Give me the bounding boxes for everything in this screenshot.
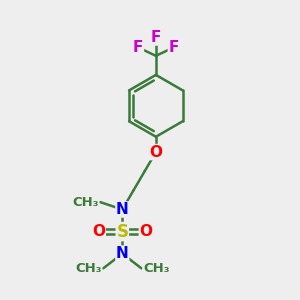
Text: F: F xyxy=(133,40,143,55)
Text: O: O xyxy=(149,145,162,160)
Text: F: F xyxy=(151,30,161,45)
Text: S: S xyxy=(116,223,128,241)
Text: O: O xyxy=(92,224,105,239)
Text: N: N xyxy=(116,202,129,217)
Text: CH₃: CH₃ xyxy=(75,262,102,275)
Text: CH₃: CH₃ xyxy=(143,262,169,275)
Text: F: F xyxy=(168,40,179,55)
Text: CH₃: CH₃ xyxy=(72,196,99,208)
Text: N: N xyxy=(116,246,129,261)
Text: O: O xyxy=(140,224,152,239)
